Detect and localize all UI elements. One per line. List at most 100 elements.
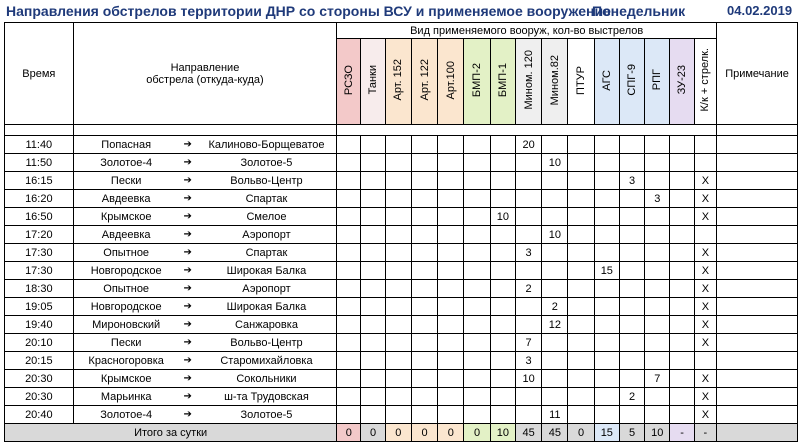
header-weapon-label: БМП-1 xyxy=(496,62,509,98)
value-cell-mortar-120: 3 xyxy=(514,243,543,262)
value-cell-small-arms xyxy=(693,135,718,154)
report-date: 04.02.2019 xyxy=(727,3,793,18)
header-weapon-label: ЗУ-23 xyxy=(676,65,689,95)
value-cell-rpg xyxy=(644,315,671,334)
from-place: Пески xyxy=(110,336,142,349)
header-weapon-zu-23: ЗУ-23 xyxy=(669,38,695,125)
note-cell xyxy=(716,243,798,262)
value-cell-art-152 xyxy=(384,387,412,406)
to-place: Санжаровка xyxy=(234,318,298,331)
header-weapon-label: РСЗО xyxy=(342,64,355,96)
header-weapon-label: Танки xyxy=(367,65,380,95)
value-cell-art-122 xyxy=(410,369,439,388)
value-cell-art-100 xyxy=(437,243,465,262)
direction-cell: Мироновский ➔ Санжаровка xyxy=(72,315,338,334)
value-cell-rszo xyxy=(336,261,362,280)
table-row: 20:30 Марьинка ➔ ш-та Трудовская 2 Х xyxy=(4,387,798,406)
value-cell-rpg xyxy=(644,297,671,316)
value-cell-atgm xyxy=(567,279,595,298)
value-cell-bmp-2 xyxy=(463,333,491,352)
from-place: Крымское xyxy=(100,210,152,223)
direction-cell: Пески ➔ Вольво-Центр xyxy=(72,333,338,352)
value-cell-art-122 xyxy=(410,153,439,172)
note-cell xyxy=(716,279,798,298)
value-cell-rszo xyxy=(336,243,362,262)
note-cell xyxy=(716,261,798,280)
to-place: Сокольники xyxy=(236,372,297,385)
value-cell-atgm xyxy=(567,351,595,370)
value-cell-ags xyxy=(593,333,620,352)
value-cell-ags xyxy=(593,297,620,316)
time-cell: 11:50 xyxy=(4,153,74,172)
value-cell-spg-9 xyxy=(618,315,646,334)
note-cell xyxy=(716,225,798,244)
table-row: 17:30 Опытное ➔ Спартак 3 Х xyxy=(4,243,798,262)
time-cell: 17:30 xyxy=(4,243,74,262)
value-cell-mortar-120 xyxy=(514,171,543,190)
value-cell-mortar-82 xyxy=(541,171,569,190)
time-cell: 19:40 xyxy=(4,315,74,334)
value-cell-ags xyxy=(593,369,620,388)
value-cell-spg-9 xyxy=(618,351,646,370)
value-cell-mortar-120 xyxy=(514,261,543,280)
value-cell-mortar-120: 20 xyxy=(514,135,543,154)
value-cell-art-152 xyxy=(384,153,412,172)
value-cell-art-100 xyxy=(437,315,465,334)
value-cell-rszo xyxy=(336,171,362,190)
value-cell-rpg xyxy=(644,333,671,352)
value-cell-zu-23 xyxy=(669,333,695,352)
value-cell-zu-23 xyxy=(669,207,695,226)
table-row: 16:15 Пески ➔ Вольво-Центр 3 Х xyxy=(4,171,798,190)
time-cell: 19:05 xyxy=(4,297,74,316)
page-title: Направления обстрелов территории ДНР со … xyxy=(6,3,611,19)
note-cell xyxy=(716,207,798,226)
value-cell-mortar-120 xyxy=(514,189,543,208)
value-cell-art-100 xyxy=(437,387,465,406)
value-cell-mortar-82 xyxy=(541,189,569,208)
header-time: Время xyxy=(4,22,74,125)
time-cell: 11:40 xyxy=(4,135,74,154)
value-cell-ags xyxy=(593,189,620,208)
to-place: Широкая Балка xyxy=(226,300,307,313)
header-direction-line1: Направление xyxy=(170,61,240,74)
note-cell xyxy=(716,369,798,388)
value-cell-mortar-120 xyxy=(514,387,543,406)
value-cell-zu-23 xyxy=(669,387,695,406)
total-cell-art-122: 0 xyxy=(410,423,439,442)
value-cell-bmp-1 xyxy=(489,405,516,424)
header-weapon-tanks: Танки xyxy=(360,38,386,125)
value-cell-mortar-120: 10 xyxy=(514,369,543,388)
arrow-right-icon: ➔ xyxy=(183,193,192,204)
header-weapon-ags: АГС xyxy=(593,38,620,125)
value-cell-art-100 xyxy=(437,207,465,226)
value-cell-art-122 xyxy=(410,351,439,370)
to-place: Аэропорт xyxy=(242,228,291,241)
value-cell-bmp-2 xyxy=(463,279,491,298)
value-cell-bmp-1 xyxy=(489,369,516,388)
table-row: 20:10 Пески ➔ Вольво-Центр 7 Х xyxy=(4,333,798,352)
note-cell xyxy=(716,135,798,154)
header-weapon-label: ПТУР xyxy=(575,65,588,95)
header-weapon-label: Мином. 120 xyxy=(522,50,535,110)
to-place: Вольво-Центр xyxy=(230,336,303,349)
day-of-week: Понедельник xyxy=(592,3,686,19)
from-place: Красногоровка xyxy=(88,354,164,367)
value-cell-mortar-82: 10 xyxy=(541,153,569,172)
value-cell-art-122 xyxy=(410,243,439,262)
from-place: Опытное xyxy=(103,246,150,259)
value-cell-small-arms: Х xyxy=(693,207,718,226)
value-cell-mortar-82: 12 xyxy=(541,315,569,334)
arrow-right-icon: ➔ xyxy=(183,301,192,312)
header-weapon-label: Арт. 122 xyxy=(418,59,431,101)
value-cell-ags xyxy=(593,351,620,370)
value-cell-small-arms: Х xyxy=(693,387,718,406)
table-row: 16:20 Авдеевка ➔ Спартак 3 Х xyxy=(4,189,798,208)
note-cell xyxy=(716,153,798,172)
header-weapon-rszo: РСЗО xyxy=(336,38,362,125)
value-cell-ags xyxy=(593,135,620,154)
value-cell-spg-9 xyxy=(618,225,646,244)
value-cell-bmp-2 xyxy=(463,135,491,154)
note-cell xyxy=(716,297,798,316)
value-cell-tanks xyxy=(360,387,386,406)
from-place: Авдеевка xyxy=(101,192,151,205)
